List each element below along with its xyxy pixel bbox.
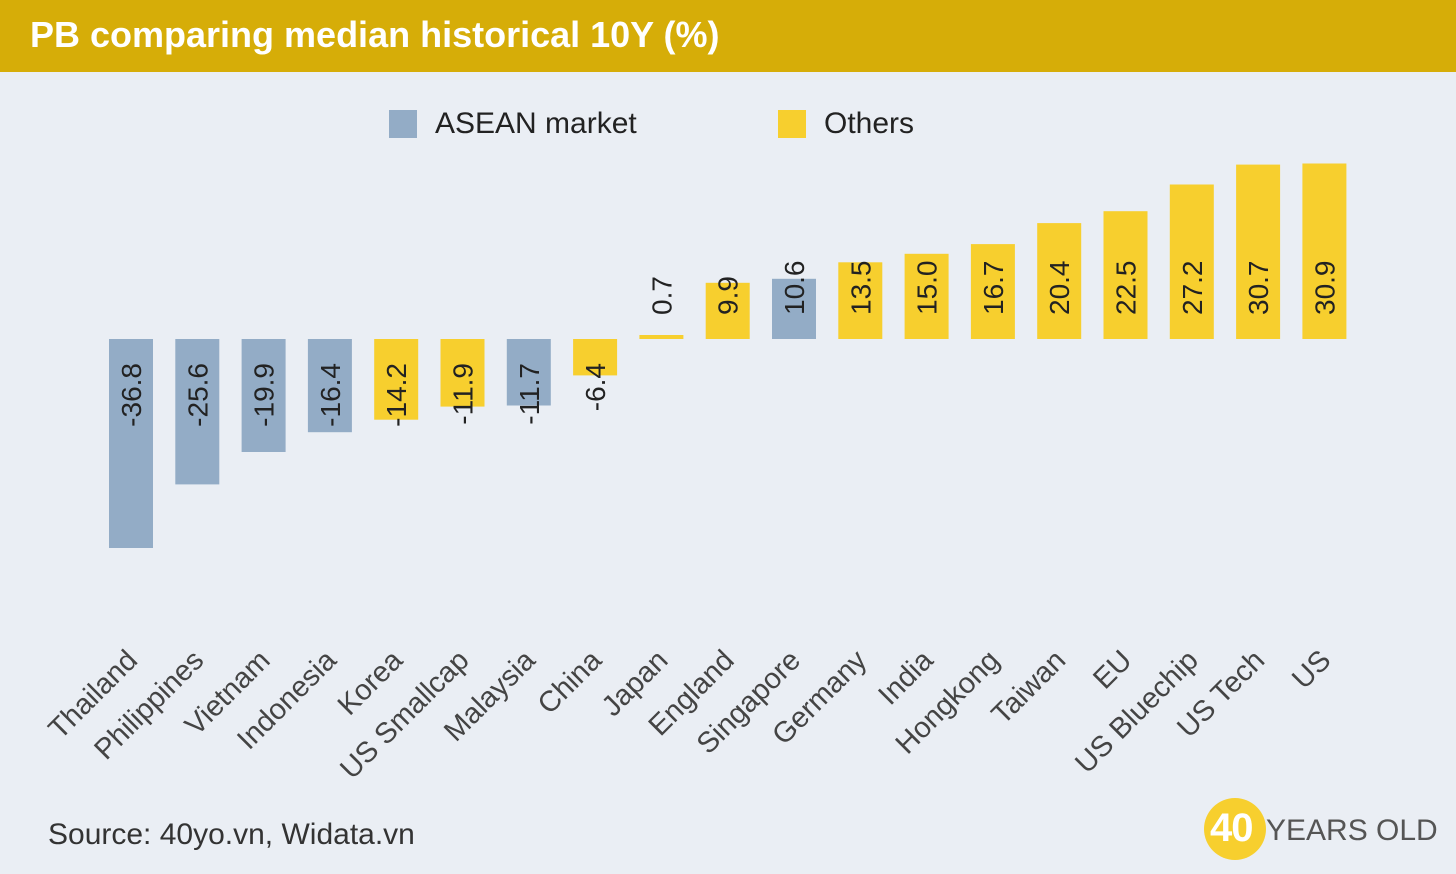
brand-text: YEARS OLD xyxy=(1266,814,1438,847)
chart-title: PB comparing median historical 10Y (%) xyxy=(30,14,720,55)
value-label: 30.9 xyxy=(1309,261,1340,316)
value-label: -11.7 xyxy=(514,363,545,425)
brand-logo: 40 YEARS OLD xyxy=(1204,798,1444,860)
bar-china xyxy=(573,339,618,376)
value-label: -16.4 xyxy=(315,363,346,427)
bar-thailand xyxy=(109,339,153,548)
brand-circle xyxy=(1204,798,1266,860)
value-label: -19.9 xyxy=(249,363,280,427)
bar-us xyxy=(1302,163,1347,339)
value-label: 20.4 xyxy=(1044,261,1075,316)
legend-item-others: Others xyxy=(778,104,914,144)
bar-england xyxy=(705,282,750,339)
value-label: 9.9 xyxy=(713,276,744,315)
bar-singapore xyxy=(772,278,816,339)
value-label: 0.7 xyxy=(646,276,677,315)
bar-japan xyxy=(639,335,684,339)
bar-vietnam xyxy=(241,339,286,452)
bar-us-smallcap xyxy=(440,339,485,407)
bar-korea xyxy=(374,339,419,420)
bar-us-tech xyxy=(1236,164,1281,339)
value-label: 22.5 xyxy=(1111,261,1142,316)
source-note: Source: 40yo.vn, Widata.vn xyxy=(48,818,415,851)
brand-number: 40 xyxy=(1210,806,1253,850)
legend-swatch-asean xyxy=(389,110,417,138)
value-label: -25.6 xyxy=(182,363,213,427)
bar-malaysia xyxy=(506,339,551,406)
bar-eu xyxy=(1103,211,1148,339)
category-label: China xyxy=(532,644,609,721)
bar-us-bluechip xyxy=(1169,184,1214,339)
legend-swatch-others xyxy=(778,110,806,138)
legend-item-asean: ASEAN market xyxy=(389,104,637,144)
bar-hongkong xyxy=(970,244,1015,339)
value-label: 13.5 xyxy=(845,261,876,316)
bar-philippines xyxy=(175,339,220,485)
value-label: -36.8 xyxy=(116,363,147,427)
bar-india xyxy=(904,253,949,339)
value-label: -6.4 xyxy=(580,363,611,411)
value-label: 10.6 xyxy=(779,261,810,316)
bar-germany xyxy=(838,262,883,339)
category-label: US xyxy=(1286,644,1337,695)
title-bar: PB comparing median historical 10Y (%) xyxy=(0,0,1456,72)
legend-label-asean: ASEAN market xyxy=(435,107,637,140)
value-label: -14.2 xyxy=(381,363,412,427)
bar-taiwan xyxy=(1037,223,1082,339)
value-label: 15.0 xyxy=(912,261,943,316)
bar-indonesia xyxy=(307,339,352,433)
value-label: -11.9 xyxy=(448,363,479,425)
value-label: 30.7 xyxy=(1243,261,1274,316)
value-label: 27.2 xyxy=(1177,261,1208,316)
category-label: Taiwan xyxy=(986,644,1072,730)
category-label: EU xyxy=(1087,644,1138,695)
value-label: 16.7 xyxy=(978,261,1009,316)
legend-label-others: Others xyxy=(824,107,915,140)
